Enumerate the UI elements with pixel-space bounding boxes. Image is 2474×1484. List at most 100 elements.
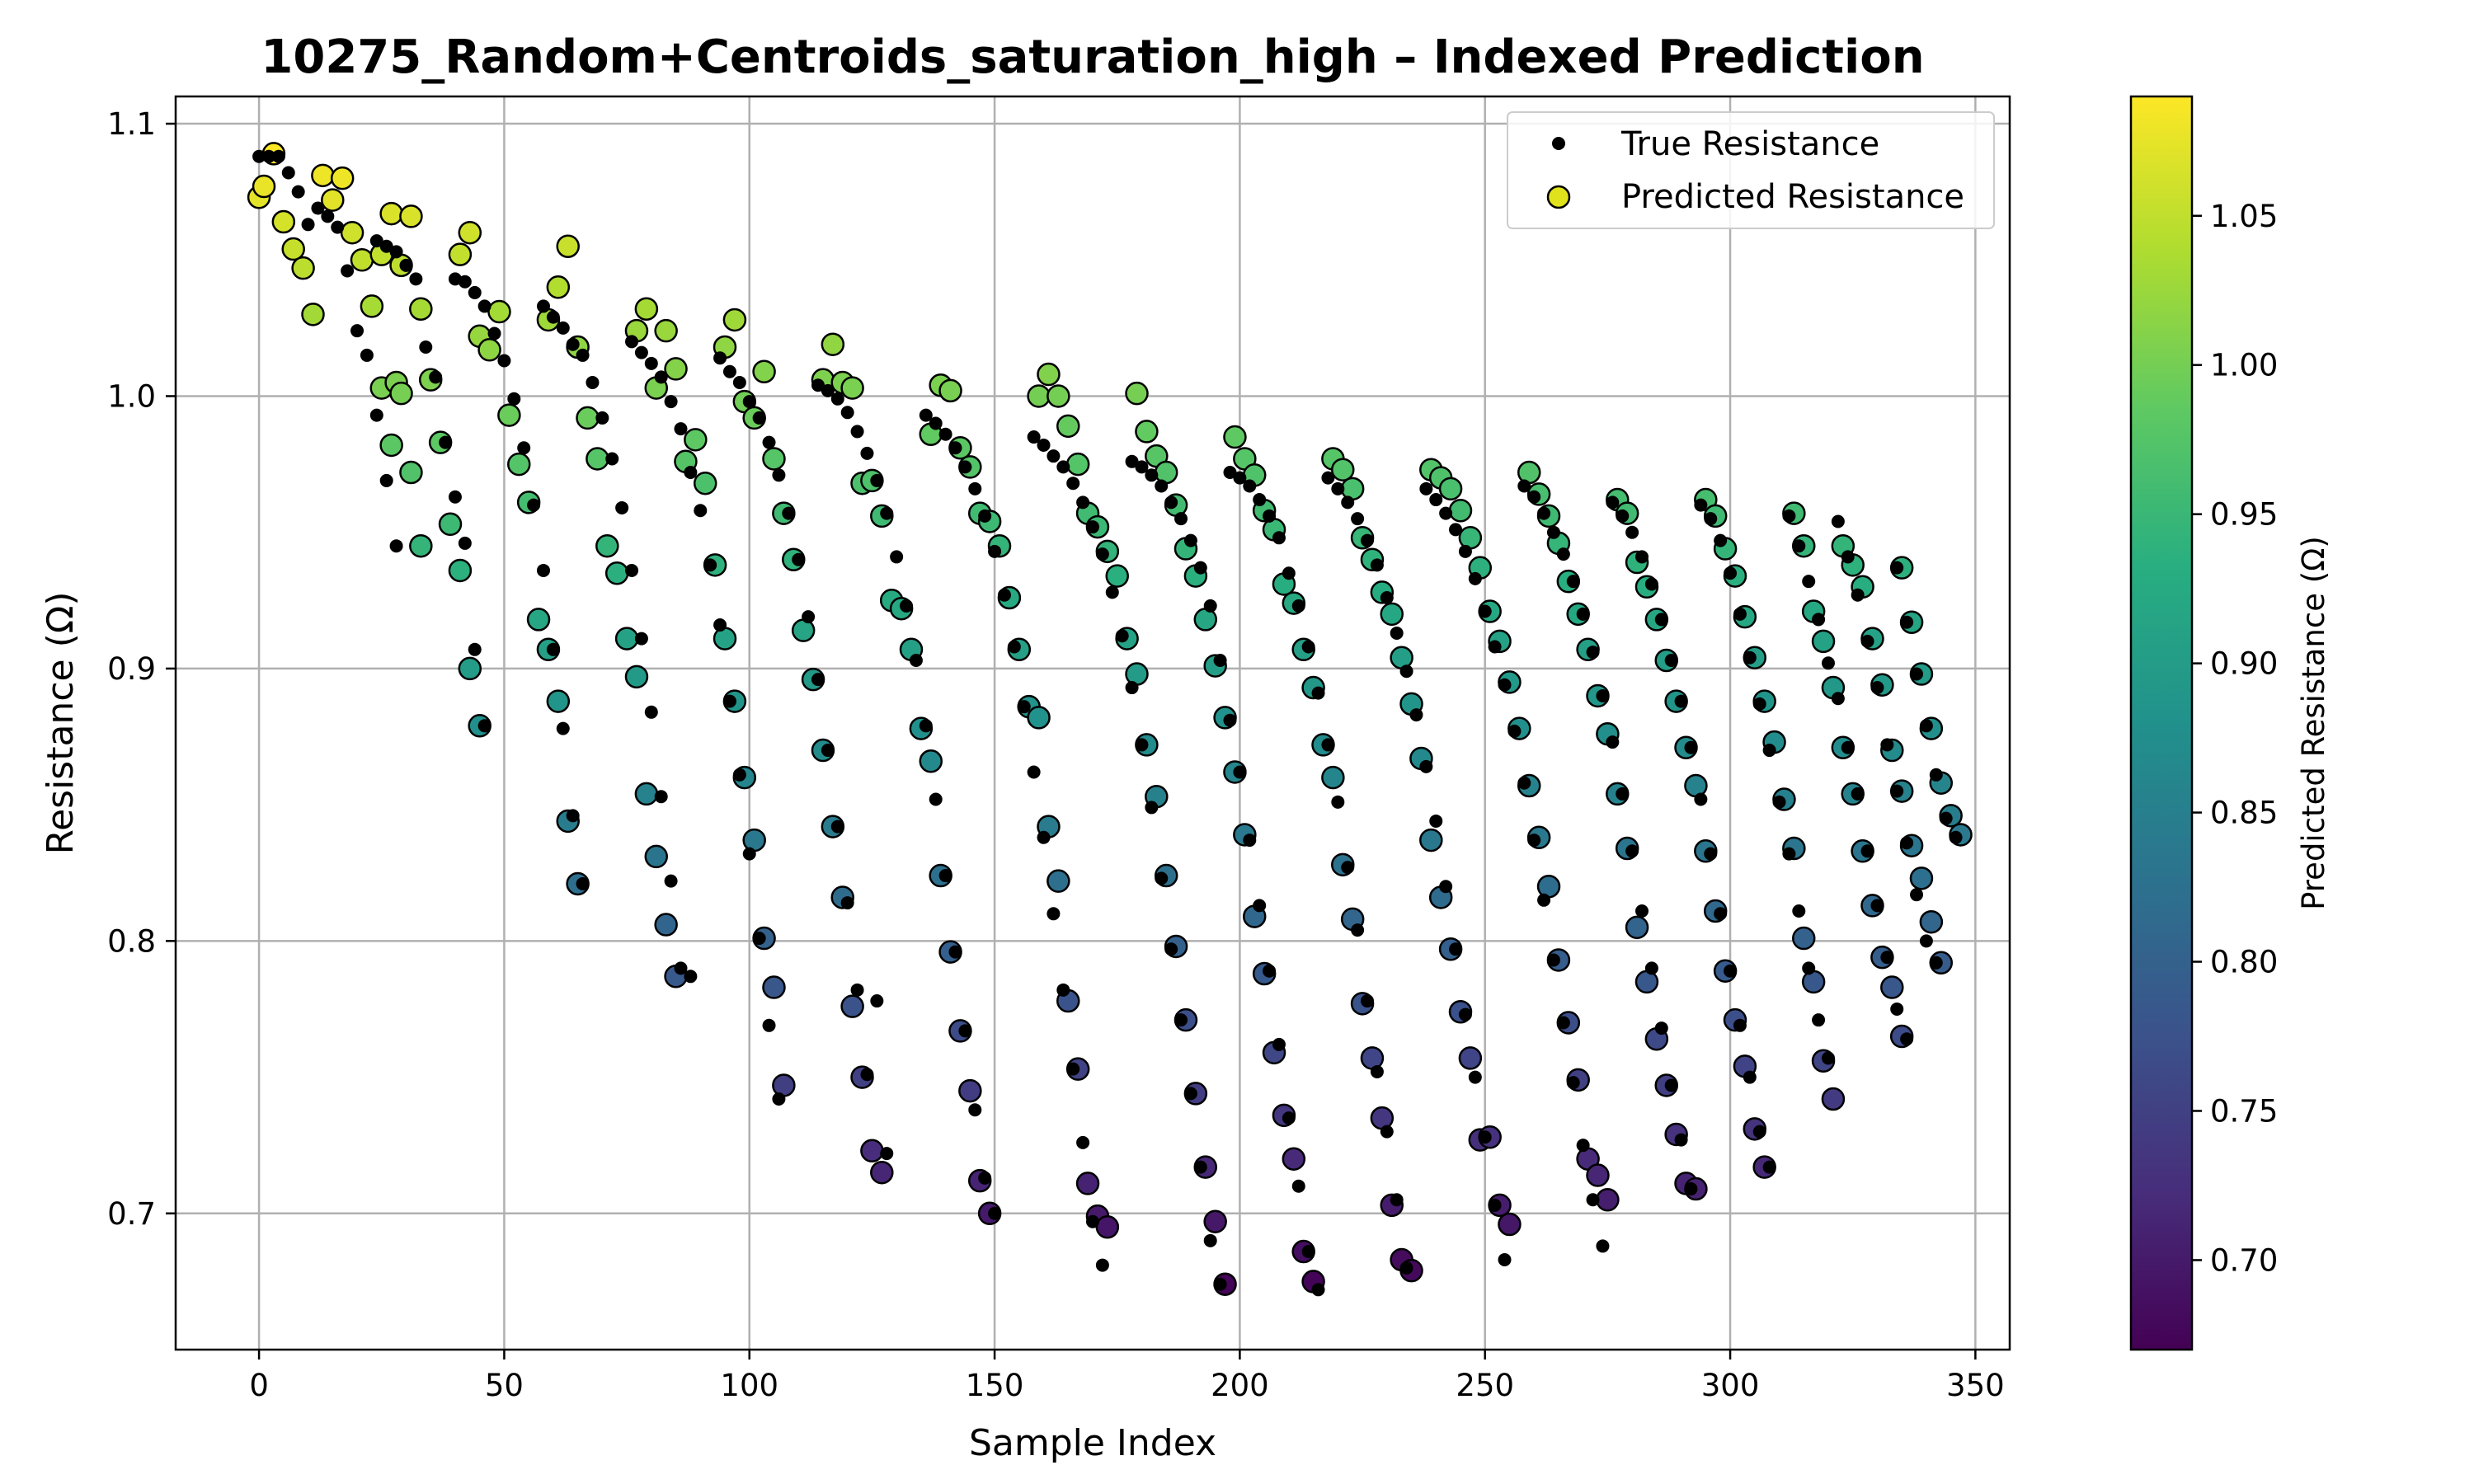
true-point — [291, 185, 305, 199]
true-point — [1047, 907, 1061, 921]
true-point — [988, 1206, 1002, 1220]
colorbar-tick-label: 0.85 — [2210, 796, 2278, 831]
true-point — [1880, 738, 1894, 752]
true-point — [1253, 493, 1267, 507]
true-point — [1263, 509, 1277, 523]
true-point — [1596, 688, 1610, 702]
colorbar-label: Predicted Resistance (Ω) — [2296, 536, 2331, 910]
true-point — [1517, 776, 1531, 790]
true-point — [389, 539, 403, 553]
predicted-point — [271, 209, 296, 234]
true-point — [1223, 466, 1237, 479]
true-point — [1733, 607, 1747, 621]
true-point — [1733, 1018, 1747, 1032]
predicted-point — [919, 749, 943, 773]
true-point — [1576, 607, 1590, 621]
true-point — [1644, 961, 1658, 975]
true-point — [1782, 509, 1796, 523]
true-point — [1027, 765, 1041, 779]
true-point — [1183, 533, 1197, 547]
true-point — [1860, 634, 1874, 648]
predicted-point — [1360, 1046, 1385, 1070]
true-point — [1910, 888, 1924, 902]
true-point — [576, 876, 590, 890]
true-point — [674, 422, 688, 436]
predicted-point — [1448, 499, 1473, 523]
true-point — [742, 847, 756, 861]
predicted-point — [1684, 773, 1708, 798]
true-point — [1203, 1233, 1217, 1247]
true-point — [732, 768, 746, 782]
true-point — [909, 654, 923, 667]
predicted-point — [448, 558, 473, 583]
predicted-point — [664, 357, 688, 381]
colorbar-tick-label: 0.90 — [2210, 646, 2278, 682]
predicted-point — [752, 359, 776, 383]
true-point — [625, 563, 639, 577]
true-point — [1361, 533, 1375, 547]
true-point — [1556, 547, 1570, 561]
true-point — [958, 1024, 972, 1038]
true-point — [1263, 964, 1277, 978]
true-point — [1429, 493, 1443, 507]
x-tick-label: 0 — [249, 1368, 269, 1403]
true-point — [1880, 951, 1894, 965]
predicted-point — [556, 234, 580, 258]
true-point — [722, 694, 736, 708]
true-point — [281, 166, 295, 180]
true-point — [1164, 942, 1178, 956]
predicted-point — [938, 378, 962, 403]
true-point — [1282, 1111, 1296, 1125]
true-point — [261, 149, 275, 163]
true-point — [1125, 454, 1139, 468]
true-point — [1301, 1245, 1315, 1259]
predicted-point — [1075, 1172, 1100, 1195]
true-point — [792, 552, 806, 566]
legend-true-marker — [1552, 137, 1565, 150]
true-point — [556, 321, 570, 335]
true-point — [468, 642, 482, 656]
true-point — [762, 435, 776, 449]
true-point — [664, 395, 678, 409]
true-point — [497, 354, 511, 368]
predicted-point — [634, 782, 659, 806]
predicted-point — [458, 656, 482, 681]
predicted-point — [546, 275, 571, 299]
true-point — [1193, 1160, 1207, 1174]
x-axis-ticks: 0 50 100 150 200 250 300 350 — [249, 1350, 2005, 1403]
true-point — [1311, 686, 1325, 700]
predicted-point — [634, 297, 659, 321]
true-point — [615, 500, 629, 514]
true-point — [1743, 650, 1757, 665]
true-point — [1527, 490, 1541, 504]
true-point — [654, 370, 668, 384]
predicted-point — [311, 163, 335, 188]
true-point — [369, 408, 383, 422]
true-point — [1331, 795, 1345, 809]
predicted-point — [1438, 477, 1463, 501]
true-point — [870, 994, 884, 1008]
predicted-point — [1154, 460, 1178, 485]
true-point — [1684, 740, 1698, 754]
true-point — [821, 744, 835, 758]
true-point — [1821, 1051, 1835, 1065]
true-point — [1566, 1076, 1580, 1090]
true-point — [1066, 1062, 1080, 1076]
true-point — [684, 970, 698, 984]
true-point — [1458, 1007, 1472, 1021]
predicted-point — [1596, 1188, 1620, 1212]
true-point — [929, 416, 943, 430]
true-point — [1792, 539, 1806, 553]
true-point — [1193, 561, 1207, 575]
true-point — [1370, 558, 1384, 572]
true-point — [1762, 744, 1776, 758]
predicted-point — [762, 975, 786, 999]
predicted-point — [409, 533, 433, 558]
true-point — [1596, 1239, 1610, 1253]
true-point — [468, 285, 482, 299]
true-point — [1047, 449, 1061, 463]
true-point — [1164, 495, 1178, 510]
scatter-points — [247, 142, 1973, 1297]
true-point — [1361, 994, 1375, 1008]
true-point — [1743, 1070, 1757, 1084]
